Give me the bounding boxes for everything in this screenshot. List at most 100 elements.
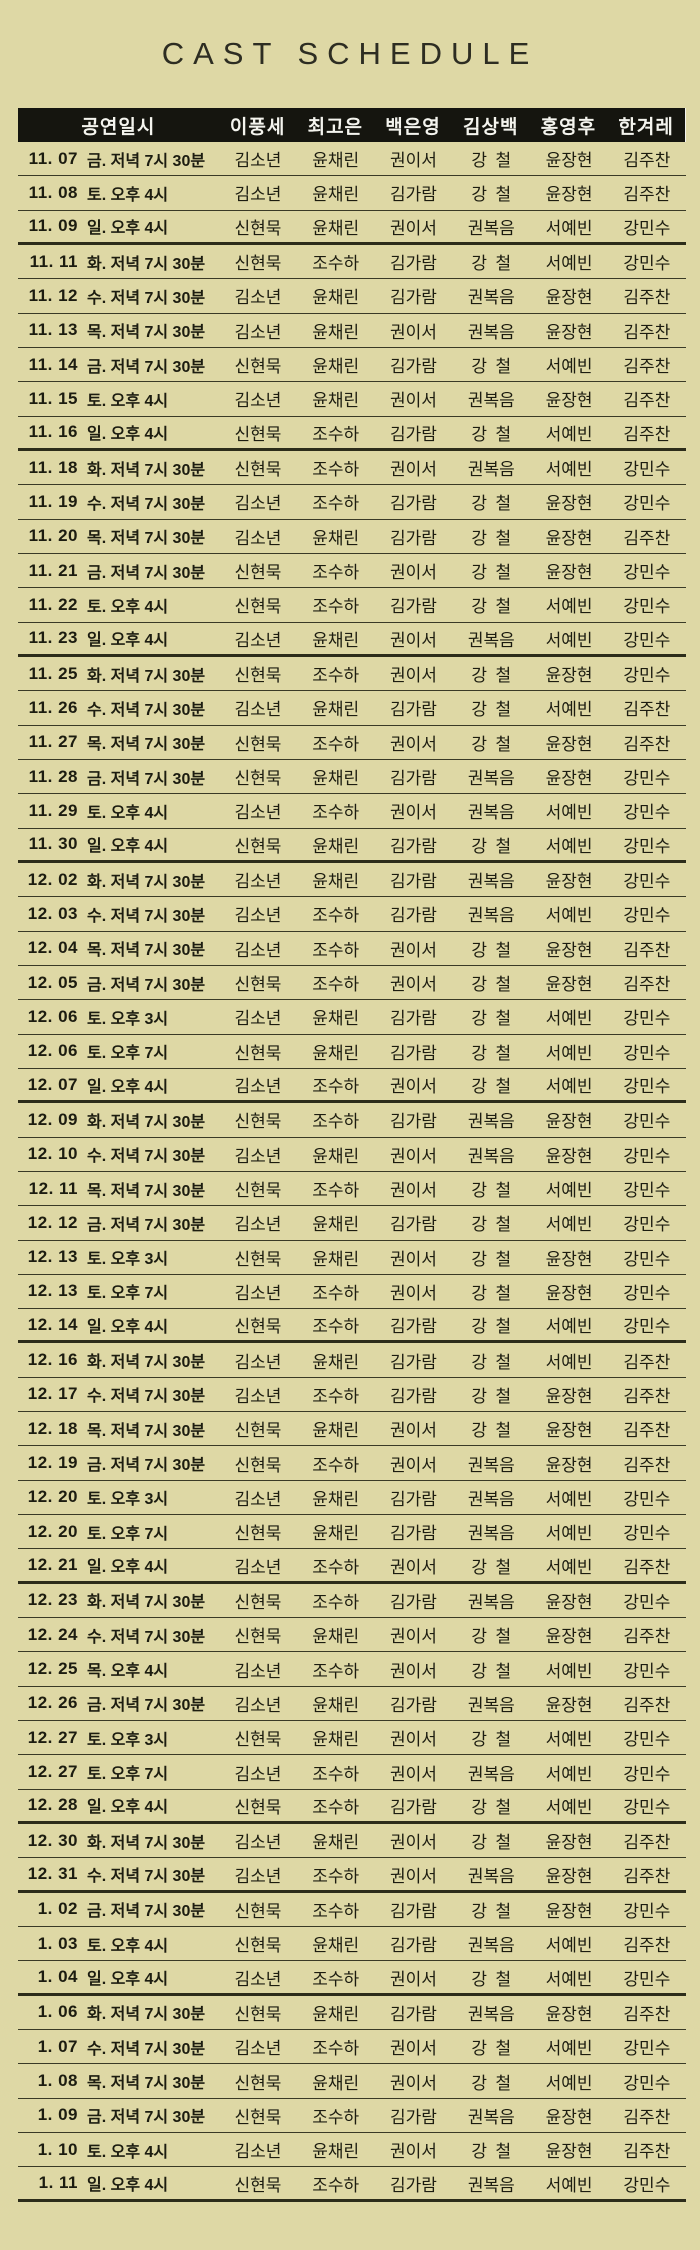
table-row: 1. 06 화. 저녁 7시 30분 신현묵 윤채린 김가람 권복음 윤장현 김주찬 <box>18 1996 686 2031</box>
table-row: 12. 19 금. 저녁 7시 30분 신현묵 조수하 권이서 권복음 윤장현 김주찬 <box>18 1446 686 1481</box>
cell-cast-name: 김가람 <box>390 1009 437 1029</box>
cell-performance-date: 1. 06 <box>37 2002 78 2022</box>
cell-cast-name: 윤채린 <box>312 357 360 377</box>
cell-cast-name: 권복음 <box>467 1695 515 1715</box>
cell-cast-name: 강민수 <box>623 1009 671 1029</box>
cell-performance-date: 11. 22 <box>28 594 78 614</box>
cell-performance-date: 12. 10 <box>27 1144 78 1164</box>
cell-cast-name: 김가람 <box>390 1524 437 1544</box>
cell-cast-name: 윤장현 <box>545 940 593 960</box>
cell-day-time: 수. 저녁 7시 30분 <box>87 2040 206 2058</box>
cell-performance-date: 12. 27 <box>27 1727 78 1747</box>
cell-day-time: 화. 저녁 7시 30분 <box>87 1834 206 1852</box>
cell-cast-name: 조수하 <box>312 460 360 480</box>
cell-cast-name: 강 철 <box>471 1249 512 1269</box>
cell-cast-name: 김소년 <box>234 1215 282 1235</box>
cell-cast-name: 권이서 <box>390 1969 437 1989</box>
cell-cast-name: 강 철 <box>471 700 512 720</box>
cell-day-time: 수. 저녁 7시 30분 <box>87 289 206 307</box>
cell-cast-name: 신현묵 <box>234 1043 282 1063</box>
cell-cast-name: 강민수 <box>623 494 671 514</box>
cell-day-time: 금. 저녁 7시 30분 <box>87 1903 206 1921</box>
cell-day-time: 일. 오후 4시 <box>87 1971 169 1989</box>
cell-cast-name: 강 철 <box>471 424 512 444</box>
cell-performance-date: 12. 16 <box>27 1350 78 1370</box>
cell-day-time: 수. 저녁 7시 30분 <box>87 495 206 513</box>
cell-performance-date: 12. 13 <box>27 1281 78 1301</box>
cell-cast-name: 윤장현 <box>545 1249 593 1269</box>
cell-cast-name: 윤채린 <box>312 185 360 205</box>
cell-cast-name: 김소년 <box>234 1386 282 1406</box>
cell-cast-name: 윤채린 <box>312 1524 360 1544</box>
cell-cast-name: 강 철 <box>471 597 512 617</box>
cell-cast-name: 김소년 <box>234 1661 282 1681</box>
cell-cast-name: 권이서 <box>390 1730 437 1750</box>
cell-cast-name: 강민수 <box>623 563 671 583</box>
cell-performance-date: 11. 11 <box>29 251 78 271</box>
cell-cast-name: 신현묵 <box>234 357 282 377</box>
cell-cast-name: 신현묵 <box>234 254 282 274</box>
cell-day-time: 화. 저녁 7시 30분 <box>87 1113 206 1131</box>
table-row: 12. 26 금. 저녁 7시 30분 김소년 윤채린 김가람 권복음 윤장현 김주찬 <box>18 1687 686 1722</box>
cell-cast-name: 서예빈 <box>545 424 593 444</box>
cell-performance-date: 11. 21 <box>28 560 78 580</box>
cell-cast-name: 김가람 <box>390 2107 437 2127</box>
cell-performance-date: 12. 25 <box>27 1659 78 1679</box>
cell-day-time: 금. 저녁 7시 30분 <box>87 1457 206 1475</box>
cell-cast-name: 김소년 <box>234 1489 282 1509</box>
cell-cast-name: 권이서 <box>390 460 437 480</box>
cell-cast-name: 권복음 <box>467 1455 515 1475</box>
table-row: 11. 12 수. 저녁 7시 30분 김소년 윤채린 김가람 권복음 윤장현 김주찬 <box>18 279 686 314</box>
cell-cast-name: 서예빈 <box>545 700 593 720</box>
cell-performance-date: 12. 28 <box>27 1795 78 1815</box>
cell-cast-name: 서예빈 <box>545 1936 593 1956</box>
cell-cast-name: 신현묵 <box>234 2175 282 2195</box>
cell-performance-date: 12. 09 <box>27 1109 78 1129</box>
cell-cast-name: 김가람 <box>390 185 437 205</box>
cell-cast-name: 서예빈 <box>545 803 593 823</box>
cell-cast-name: 조수하 <box>312 1592 360 1612</box>
cell-cast-name: 권복음 <box>467 2175 515 2195</box>
cell-cast-name: 강민수 <box>623 630 671 650</box>
cell-cast-name: 강민수 <box>623 906 671 926</box>
cell-cast-name: 서예빈 <box>545 2039 593 2059</box>
cell-day-time: 금. 저녁 7시 30분 <box>87 976 206 994</box>
cell-cast-name: 윤채린 <box>312 836 360 856</box>
cell-cast-name: 서예빈 <box>545 630 593 650</box>
cell-cast-name: 강민수 <box>623 1215 671 1235</box>
cell-cast-name: 서예빈 <box>545 836 593 856</box>
cell-cast-name: 강 철 <box>471 185 512 205</box>
cell-day-time: 토. 오후 7시 <box>87 1525 169 1543</box>
cell-day-time: 목. 저녁 7시 30분 <box>87 942 206 960</box>
cell-cast-name: 조수하 <box>312 563 360 583</box>
cell-cast-name: 김가람 <box>390 2175 437 2195</box>
cell-cast-name: 윤채린 <box>312 1043 360 1063</box>
cell-cast-name: 조수하 <box>312 1557 360 1577</box>
table-row: 11. 09 일. 오후 4시 신현묵 윤채린 권이서 권복음 서예빈 강민수 <box>18 211 686 245</box>
cell-cast-name: 김주찬 <box>623 940 671 960</box>
cell-cast-name: 서예빈 <box>545 1009 593 1029</box>
cell-cast-name: 강민수 <box>623 769 671 789</box>
cell-cast-name: 윤장현 <box>545 872 593 892</box>
cell-cast-name: 권이서 <box>390 2039 437 2059</box>
cell-cast-name: 서예빈 <box>545 1489 593 1509</box>
cell-cast-name: 권복음 <box>467 906 515 926</box>
cell-cast-name: 조수하 <box>312 734 360 754</box>
cell-cast-name: 강민수 <box>623 1181 671 1200</box>
cell-day-time: 금. 저녁 7시 30분 <box>87 564 206 582</box>
cell-cast-name: 강 철 <box>471 734 512 754</box>
cell-cast-name: 강 철 <box>471 1352 512 1372</box>
cell-cast-name: 강 철 <box>471 1077 512 1097</box>
cell-cast-name: 윤장현 <box>545 2107 593 2127</box>
cell-day-time: 금. 저녁 7시 30분 <box>87 1216 206 1234</box>
cell-performance-date: 11. 13 <box>28 320 78 340</box>
cell-cast-name: 권이서 <box>390 803 437 823</box>
cell-cast-name: 조수하 <box>312 2039 360 2059</box>
cell-cast-name: 강민수 <box>623 597 671 617</box>
cell-cast-name: 김가람 <box>390 1592 437 1612</box>
cell-day-time: 화. 저녁 7시 30분 <box>87 1354 206 1372</box>
cell-cast-name: 김주찬 <box>623 2107 671 2127</box>
cell-cast-name: 윤장현 <box>545 494 593 514</box>
cell-cast-name: 윤채린 <box>312 1936 360 1956</box>
cell-cast-name: 신현묵 <box>234 2073 282 2093</box>
